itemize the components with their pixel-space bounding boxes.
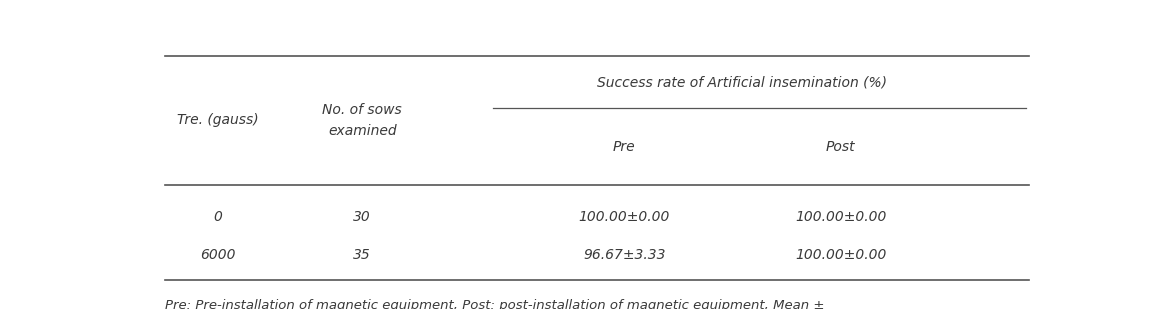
Text: Pre: Pre [613, 140, 635, 154]
Text: Tre. (gauss): Tre. (gauss) [177, 113, 259, 127]
Text: Pre: Pre-installation of magnetic equipment, Post: post-installation of magnetic: Pre: Pre-installation of magnetic equipm… [165, 299, 825, 309]
Text: 100.00±0.00: 100.00±0.00 [579, 210, 670, 224]
Text: No. of sows
examined: No. of sows examined [323, 103, 402, 138]
Text: 35: 35 [353, 248, 372, 262]
Text: Post: Post [826, 140, 855, 154]
Text: 0: 0 [213, 210, 223, 224]
Text: 30: 30 [353, 210, 372, 224]
Text: Success rate of Artificial insemination (%): Success rate of Artificial insemination … [596, 75, 887, 89]
Text: 6000: 6000 [200, 248, 235, 262]
Text: 96.67±3.33: 96.67±3.33 [582, 248, 665, 262]
Text: 100.00±0.00: 100.00±0.00 [796, 210, 887, 224]
Text: 100.00±0.00: 100.00±0.00 [796, 248, 887, 262]
